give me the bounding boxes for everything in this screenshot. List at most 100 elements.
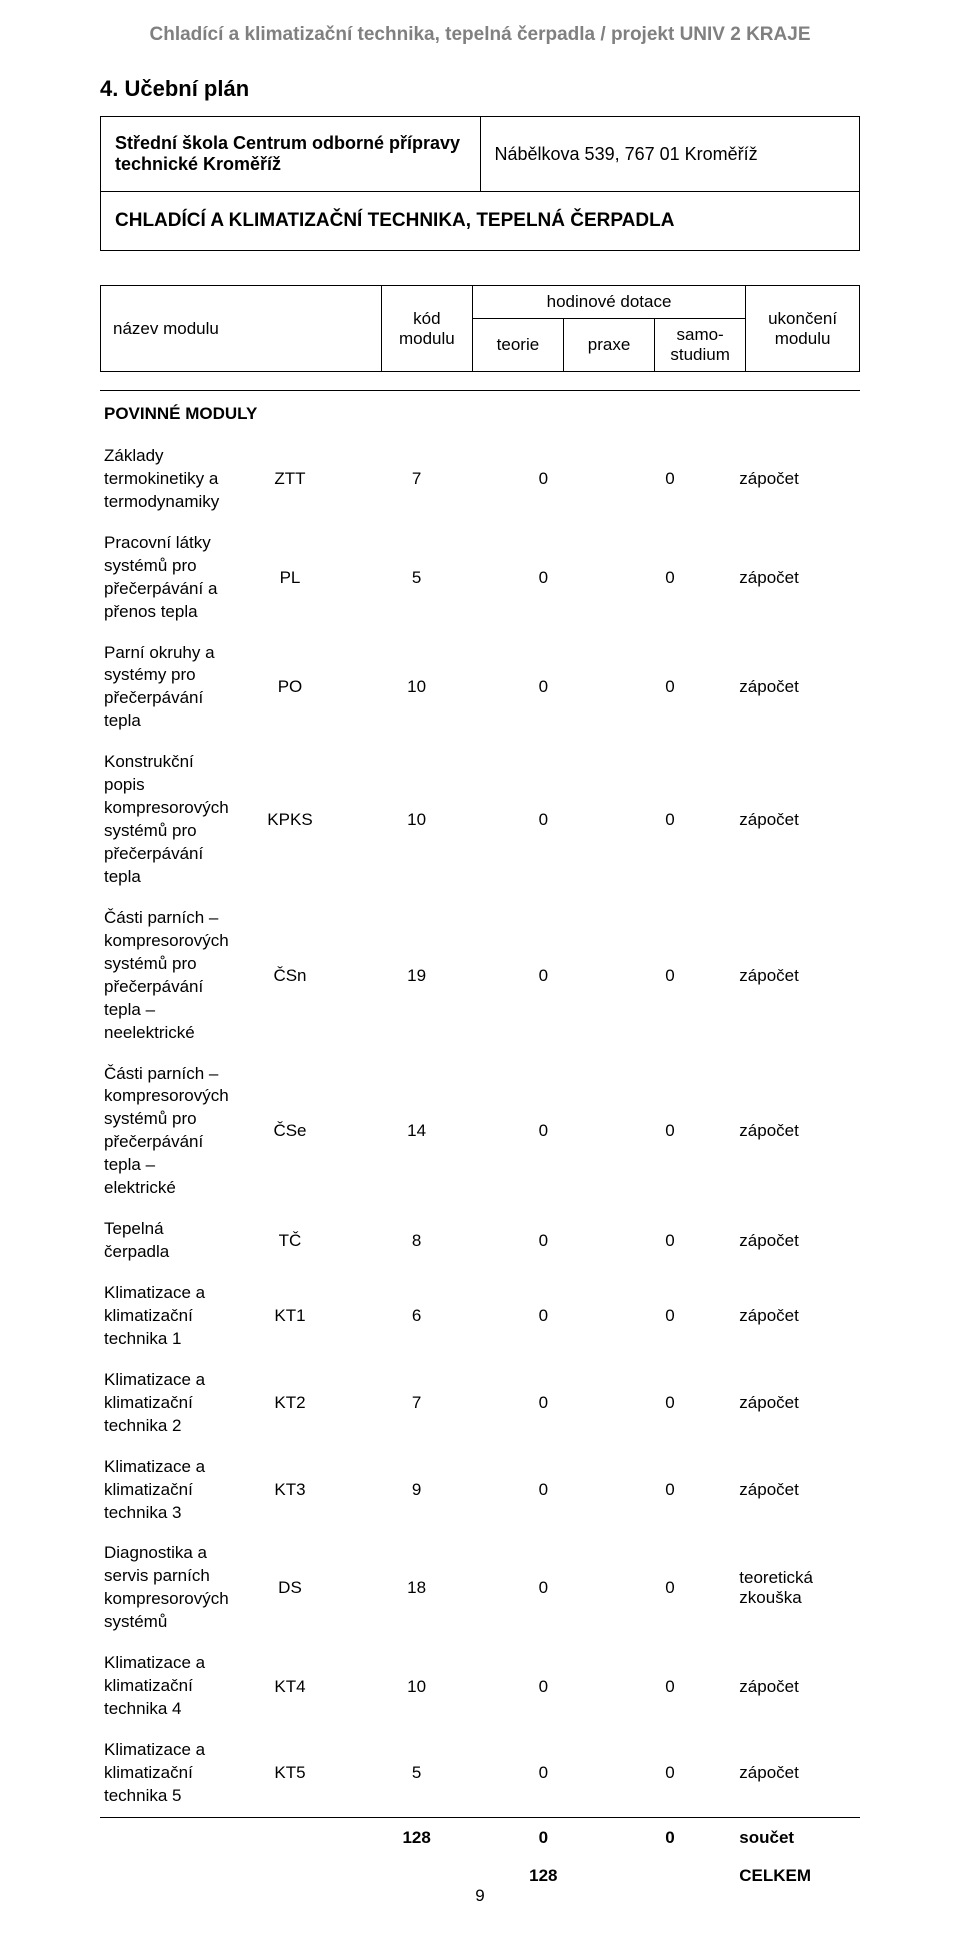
module-samo: 0: [607, 1447, 734, 1534]
module-code: KT4: [227, 1643, 354, 1730]
total-praxe: 0: [480, 1817, 607, 1858]
module-teorie: 19: [353, 898, 480, 1054]
module-code: KT1: [227, 1273, 354, 1360]
modules-table: POVINNÉ MODULY Základy termokinetiky a t…: [100, 390, 860, 1894]
school-address-cell: Nábělkova 539, 767 01 Kroměříž: [480, 117, 860, 192]
module-samo: 0: [607, 1643, 734, 1730]
module-teorie: 10: [353, 633, 480, 743]
module-samo: 0: [607, 633, 734, 743]
table-row: Klimatizace a klimatizační technika 5 KT…: [100, 1730, 860, 1817]
module-name: Diagnostika a servis parních kompresorov…: [100, 1533, 227, 1643]
col-header-teorie: teorie: [472, 319, 563, 372]
module-teorie: 10: [353, 742, 480, 898]
table-row: název modulu kód modulu hodinové dotace …: [101, 286, 860, 319]
module-praxe: 0: [480, 1360, 607, 1447]
module-teorie: 9: [353, 1447, 480, 1534]
table-row: CHLADÍCÍ A KLIMATIZAČNÍ TECHNIKA, TEPELN…: [101, 192, 860, 251]
table-row: Tepelná čerpadla TČ 8 0 0 zápočet: [100, 1209, 860, 1273]
totals-row: 128 0 0 součet: [100, 1817, 860, 1858]
module-end: zápočet: [733, 1054, 860, 1210]
module-end: zápočet: [733, 898, 860, 1054]
module-name: Klimatizace a klimatizační technika 2: [100, 1360, 227, 1447]
module-samo: 0: [607, 1730, 734, 1817]
module-code: KT3: [227, 1447, 354, 1534]
table-row: Konstrukční popis kompresorových systémů…: [100, 742, 860, 898]
module-praxe: 0: [480, 1273, 607, 1360]
module-teorie: 8: [353, 1209, 480, 1273]
table-row: Základy termokinetiky a termodynamiky ZT…: [100, 436, 860, 523]
module-end: teoretická zkouška: [733, 1533, 860, 1643]
module-name: Části parních – kompresorových systémů p…: [100, 1054, 227, 1210]
module-end: zápočet: [733, 633, 860, 743]
page-number: 9: [0, 1886, 960, 1906]
module-praxe: 0: [480, 633, 607, 743]
section-title: 4. Učební plán: [100, 76, 860, 102]
module-end: zápočet: [733, 1273, 860, 1360]
empty-cell: [100, 1817, 227, 1858]
module-praxe: 0: [480, 1643, 607, 1730]
module-samo: 0: [607, 742, 734, 898]
module-name: Klimatizace a klimatizační technika 1: [100, 1273, 227, 1360]
module-teorie: 7: [353, 436, 480, 523]
module-praxe: 0: [480, 1533, 607, 1643]
module-end: zápočet: [733, 742, 860, 898]
module-end: zápočet: [733, 1730, 860, 1817]
module-code: ZTT: [227, 436, 354, 523]
table-row: Klimatizace a klimatizační technika 2 KT…: [100, 1360, 860, 1447]
column-structure-table: název modulu kód modulu hodinové dotace …: [100, 285, 860, 372]
module-samo: 0: [607, 523, 734, 633]
module-praxe: 0: [480, 898, 607, 1054]
module-end: zápočet: [733, 436, 860, 523]
table-row: Části parních – kompresorových systémů p…: [100, 1054, 860, 1210]
module-code: ČSn: [227, 898, 354, 1054]
total-label: součet: [733, 1817, 860, 1858]
module-code: DS: [227, 1533, 354, 1643]
school-name-cell: Střední škola Centrum odborné přípravy t…: [101, 117, 481, 192]
module-end: zápočet: [733, 1643, 860, 1730]
col-header-name: název modulu: [101, 286, 382, 372]
module-samo: 0: [607, 898, 734, 1054]
module-samo: 0: [607, 1209, 734, 1273]
module-praxe: 0: [480, 436, 607, 523]
module-teorie: 7: [353, 1360, 480, 1447]
module-praxe: 0: [480, 1447, 607, 1534]
module-end: zápočet: [733, 523, 860, 633]
table-row: Parní okruhy a systémy pro přečerpávání …: [100, 633, 860, 743]
module-name: Klimatizace a klimatizační technika 4: [100, 1643, 227, 1730]
module-end: zápočet: [733, 1447, 860, 1534]
module-name: Parní okruhy a systémy pro přečerpávání …: [100, 633, 227, 743]
module-name: Části parních – kompresorových systémů p…: [100, 898, 227, 1054]
module-code: PL: [227, 523, 354, 633]
page: Chladící a klimatizační technika, tepeln…: [0, 0, 960, 1934]
total-samo: 0: [607, 1817, 734, 1858]
module-name: Pracovní látky systémů pro přečerpávání …: [100, 523, 227, 633]
module-teorie: 10: [353, 1643, 480, 1730]
module-teorie: 5: [353, 1730, 480, 1817]
empty-cell: [227, 1817, 354, 1858]
module-samo: 0: [607, 1360, 734, 1447]
module-code: KT5: [227, 1730, 354, 1817]
total-teorie: 128: [353, 1817, 480, 1858]
module-praxe: 0: [480, 1209, 607, 1273]
col-header-samo: samo- studium: [655, 319, 746, 372]
table-row: Klimatizace a klimatizační technika 3 KT…: [100, 1447, 860, 1534]
col-header-end: ukončení modulu: [746, 286, 860, 372]
module-teorie: 5: [353, 523, 480, 633]
module-samo: 0: [607, 1273, 734, 1360]
col-header-praxe: praxe: [563, 319, 654, 372]
table-row: Části parních – kompresorových systémů p…: [100, 898, 860, 1054]
module-name: Klimatizace a klimatizační technika 3: [100, 1447, 227, 1534]
module-code: KPKS: [227, 742, 354, 898]
running-header: Chladící a klimatizační technika, tepeln…: [100, 24, 860, 46]
module-code: TČ: [227, 1209, 354, 1273]
module-praxe: 0: [480, 523, 607, 633]
module-praxe: 0: [480, 1054, 607, 1210]
module-praxe: 0: [480, 742, 607, 898]
table-row: Pracovní látky systémů pro přečerpávání …: [100, 523, 860, 633]
table-row: Střední škola Centrum odborné přípravy t…: [101, 117, 860, 192]
section-header-label: POVINNÉ MODULY: [100, 391, 860, 436]
module-name: Konstrukční popis kompresorových systémů…: [100, 742, 227, 898]
col-header-dotace: hodinové dotace: [472, 286, 745, 319]
col-header-code: kód modulu: [381, 286, 472, 372]
module-teorie: 14: [353, 1054, 480, 1210]
